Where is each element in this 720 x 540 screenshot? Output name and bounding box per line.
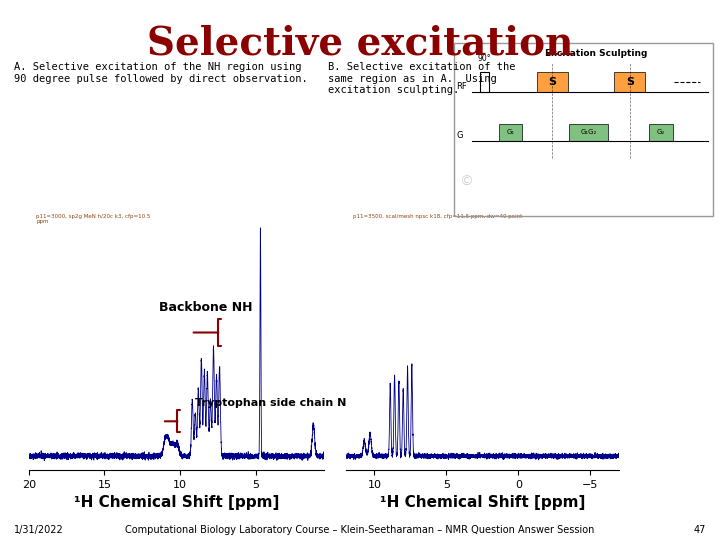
Text: G: G: [456, 131, 463, 140]
Text: G₁G₂: G₁G₂: [580, 130, 597, 136]
Text: S: S: [626, 77, 634, 87]
Text: p11=3000, sp2g MeN h/20c k3, cfp=10.5
ppm: p11=3000, sp2g MeN h/20c k3, cfp=10.5 pp…: [37, 213, 150, 224]
Text: Selective excitation: Selective excitation: [147, 24, 573, 62]
FancyBboxPatch shape: [499, 124, 522, 141]
Text: G₂: G₂: [657, 130, 665, 136]
FancyBboxPatch shape: [480, 72, 489, 92]
Text: Tryptophan side chain NH: Tryptophan side chain NH: [195, 399, 356, 408]
X-axis label: ¹H Chemical Shift [ppm]: ¹H Chemical Shift [ppm]: [73, 495, 279, 510]
Text: p11=3500, scal/mesh npsc k18, cfp=11.5 ppm, dw=40 point: p11=3500, scal/mesh npsc k18, cfp=11.5 p…: [353, 213, 522, 219]
Text: Backbone NH: Backbone NH: [159, 301, 253, 314]
FancyBboxPatch shape: [569, 124, 608, 141]
FancyBboxPatch shape: [649, 124, 672, 141]
Text: RF: RF: [456, 82, 467, 91]
Text: 90°: 90°: [478, 55, 492, 63]
Text: A. Selective excitation of the NH region using
90 degree pulse followed by direc: A. Selective excitation of the NH region…: [14, 62, 308, 84]
Text: 47: 47: [693, 524, 706, 535]
Text: Excitation Sculpting: Excitation Sculpting: [545, 49, 647, 58]
Text: S: S: [548, 77, 556, 87]
FancyBboxPatch shape: [536, 72, 567, 92]
Text: 1/31/2022: 1/31/2022: [14, 524, 64, 535]
Text: B. Selective excitation of the
same region as in A.  Using
excitation sculpting.: B. Selective excitation of the same regi…: [328, 62, 515, 95]
Text: ©: ©: [459, 174, 474, 188]
X-axis label: ¹H Chemical Shift [ppm]: ¹H Chemical Shift [ppm]: [379, 495, 585, 510]
FancyBboxPatch shape: [614, 72, 645, 92]
Text: G₁: G₁: [507, 130, 515, 136]
Text: Computational Biology Laboratory Course – Klein-Seetharaman – NMR Question Answe: Computational Biology Laboratory Course …: [125, 524, 595, 535]
